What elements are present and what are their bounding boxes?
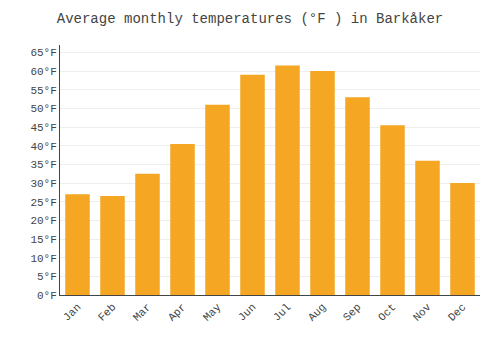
svg-text:20°F: 20°F xyxy=(30,215,56,227)
svg-text:Mar: Mar xyxy=(131,301,153,323)
svg-text:35°F: 35°F xyxy=(30,159,56,171)
svg-text:Nov: Nov xyxy=(411,301,434,324)
svg-text:Aug: Aug xyxy=(306,301,328,323)
svg-text:Sep: Sep xyxy=(341,301,363,323)
svg-text:Dec: Dec xyxy=(446,301,468,323)
svg-text:30°F: 30°F xyxy=(30,178,56,190)
svg-text:55°F: 55°F xyxy=(30,85,56,97)
svg-text:25°F: 25°F xyxy=(30,197,56,209)
svg-text:50°F: 50°F xyxy=(30,103,56,115)
svg-text:Jul: Jul xyxy=(271,301,293,323)
svg-text:Jan: Jan xyxy=(61,301,83,323)
svg-text:May: May xyxy=(201,301,224,324)
svg-text:60°F: 60°F xyxy=(30,66,56,78)
svg-text:5°F: 5°F xyxy=(37,271,57,283)
svg-text:45°F: 45°F xyxy=(30,122,56,134)
svg-text:65°F: 65°F xyxy=(30,47,56,59)
svg-text:Feb: Feb xyxy=(96,301,118,323)
svg-text:Oct: Oct xyxy=(376,301,398,323)
svg-text:0°F: 0°F xyxy=(37,290,57,302)
svg-text:40°F: 40°F xyxy=(30,141,56,153)
svg-text:Jun: Jun xyxy=(236,301,258,323)
svg-text:10°F: 10°F xyxy=(30,253,56,265)
svg-text:15°F: 15°F xyxy=(30,234,56,246)
svg-text:Average monthly temperatures (: Average monthly temperatures (°F ) in Ba… xyxy=(57,11,443,27)
svg-text:Apr: Apr xyxy=(166,301,188,323)
